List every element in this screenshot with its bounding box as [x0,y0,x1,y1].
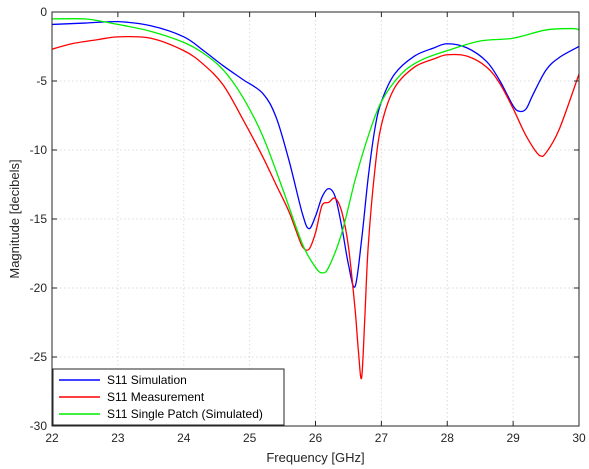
x-tick-label: 22 [45,431,59,445]
y-tick-label: -25 [30,350,48,364]
legend-entry-label: S11 Measurement [107,390,205,404]
x-axis-label: Frequency [GHz] [266,450,364,465]
y-tick-label: 0 [40,5,47,19]
x-tick-label: 26 [309,431,323,445]
y-tick-label: -20 [30,281,48,295]
x-tick-label: 24 [177,431,191,445]
x-tick-label: 28 [441,431,455,445]
y-tick-label: -10 [30,143,48,157]
legend-entry-label: S11 Single Patch (Simulated) [107,407,263,421]
x-tick-label: 27 [375,431,389,445]
y-tick-label: -5 [36,74,47,88]
series-line-1 [52,35,579,380]
x-tick-label: 29 [506,431,520,445]
legend: S11 Simulation S11 Measurement S11 Single … [52,368,285,426]
x-tick-label: 23 [111,431,125,445]
grid-lines [52,12,579,426]
legend-entry-label: S11 Simulation [107,373,187,387]
x-tick-label: 30 [572,431,586,445]
series-line-2 [52,18,579,274]
x-tick-label: 25 [243,431,257,445]
y-tick-label: -15 [30,212,48,226]
y-tick-label: -30 [30,419,48,433]
axis-ticks: 22 23 24 25 26 27 28 29 30 0 -5 -10 -15 -20 -25 -30 [30,5,586,445]
y-axis-label: Magnitude [decibels] [7,159,22,278]
plot-area [52,12,579,426]
series-layer [52,18,579,380]
